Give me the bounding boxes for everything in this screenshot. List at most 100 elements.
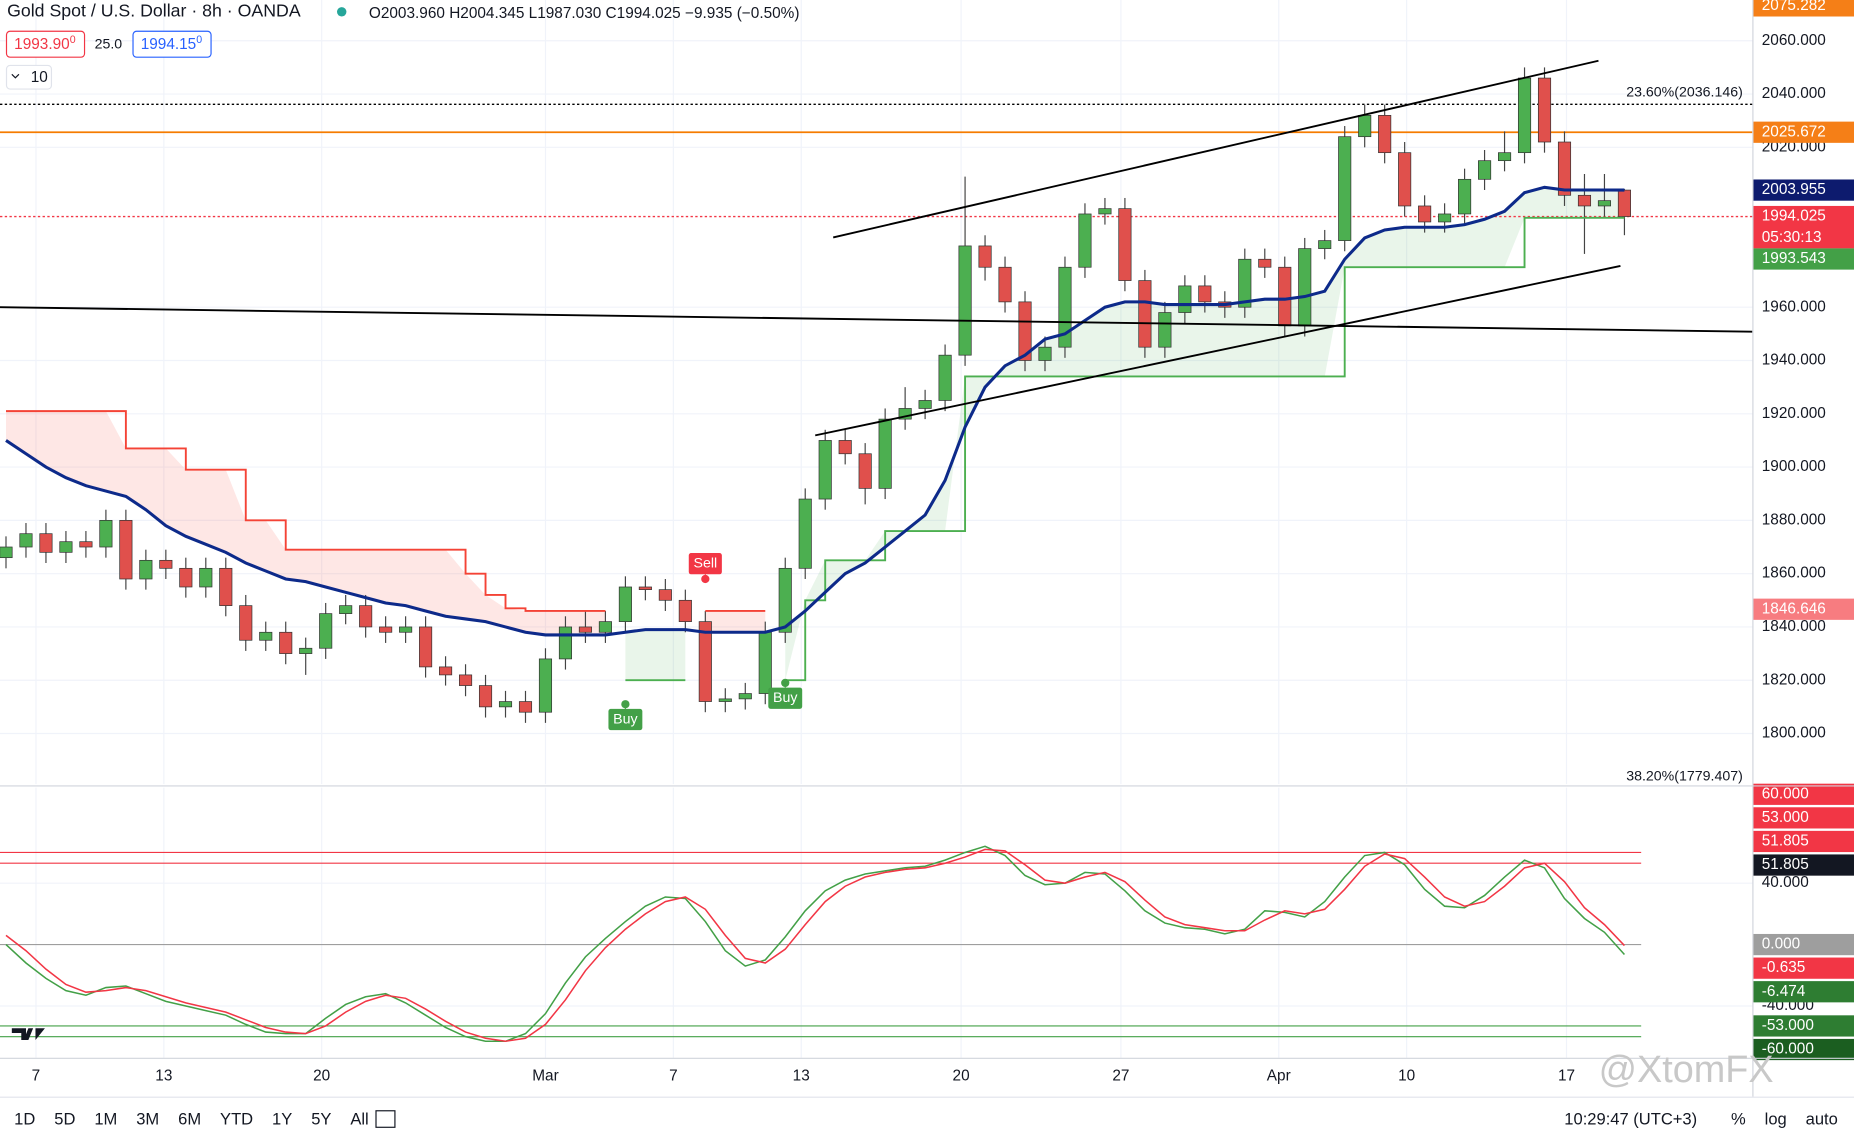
scale-option[interactable]: % (1731, 1110, 1746, 1129)
candle-body (439, 666, 453, 676)
candle-body (958, 245, 972, 356)
interval-box[interactable] (5, 64, 53, 90)
candle-body (658, 589, 672, 601)
trend-line (0, 306, 1753, 333)
candle-body (718, 698, 732, 702)
candle-body (1537, 77, 1552, 143)
candle-body (1358, 115, 1372, 138)
y-tick-label: 1920.000 (1762, 405, 1826, 422)
x-tick-label: 13 (155, 1068, 172, 1085)
candle-body (1398, 152, 1412, 207)
indicator-badge-label: 51.805 (1762, 833, 1809, 850)
signal-label: Buy (613, 711, 638, 727)
candle-body (1298, 248, 1312, 327)
range-button[interactable]: 1M (94, 1110, 117, 1129)
range-button[interactable]: All (350, 1110, 368, 1129)
oscillator-line (5, 845, 1626, 1043)
candle-body (778, 567, 792, 633)
candle-body (0, 546, 13, 559)
y-tick-label: 1820.000 (1762, 671, 1826, 688)
candle-body (239, 605, 253, 641)
trend-fill (5, 411, 606, 635)
candle-body (1418, 205, 1432, 223)
interval: 10 (31, 69, 48, 86)
indicator-badge (1753, 981, 1854, 1003)
candle-body (978, 245, 992, 268)
scale-option[interactable]: auto (1806, 1110, 1838, 1129)
fib-label: 38.20%(1779.407) (1626, 768, 1743, 784)
ask-price: 1994.15 (141, 36, 197, 53)
clock: 10:29:47 (UTC+3) (1564, 1110, 1697, 1129)
candle-body (1617, 189, 1631, 217)
candle-body (1478, 160, 1492, 180)
candle-body (498, 701, 513, 708)
candle-body (1038, 346, 1052, 361)
x-tick-label: 7 (32, 1068, 41, 1085)
candle-body (858, 453, 872, 489)
price-badge-label: 2025.672 (1762, 123, 1826, 140)
fib-label: 23.60%(2036.146) (1626, 84, 1743, 100)
candle-body (199, 567, 213, 588)
candle-body (19, 533, 33, 548)
y-tick-label: 1940.000 (1762, 352, 1826, 369)
x-tick-label: Mar (532, 1068, 558, 1085)
indicator-badge-label: -60.000 (1762, 1041, 1814, 1058)
candle-body (478, 685, 493, 708)
candle-body (738, 693, 752, 700)
x-tick-label: 13 (793, 1068, 810, 1085)
price-badge (1753, 179, 1854, 201)
indicator-badge (1753, 807, 1854, 829)
plot: 2060.0002040.0002020.0001960.0001940.000… (0, 0, 1854, 1085)
price-badge (1753, 205, 1854, 249)
candle-body (1118, 208, 1132, 281)
candle-body (159, 559, 173, 569)
candle-body (1278, 266, 1292, 327)
indicator-badge (1753, 933, 1854, 956)
candle-body (1338, 136, 1352, 241)
price-badge-label: 2003.955 (1762, 181, 1826, 198)
range-button[interactable]: 1D (14, 1110, 35, 1129)
range-button[interactable]: YTD (220, 1110, 253, 1129)
candle-body (898, 408, 912, 420)
candle-body (878, 418, 892, 489)
range-button[interactable]: 5Y (311, 1110, 331, 1129)
chevron (11, 73, 20, 79)
x-tick-label: 7 (669, 1068, 678, 1085)
range-button[interactable]: 5D (54, 1110, 75, 1129)
candle-body (618, 586, 632, 622)
spread: 25.0 (95, 37, 123, 53)
y-tick-label: 40.000 (1762, 874, 1809, 891)
y-tick-label: 1880.000 (1762, 511, 1826, 528)
range-button[interactable]: 6M (178, 1110, 201, 1129)
indicator-badge (1753, 830, 1854, 853)
candle-body (79, 541, 93, 548)
candle-body (1597, 200, 1612, 207)
candle-body (1238, 258, 1252, 308)
candle-body (339, 605, 353, 614)
range-button[interactable]: 1Y (272, 1110, 292, 1129)
indicator-badge (1753, 1015, 1854, 1037)
y-tick-label: 1840.000 (1762, 618, 1826, 635)
candle-body (1498, 152, 1512, 162)
candle-body (938, 354, 952, 401)
candle-body (678, 599, 692, 622)
range-button[interactable]: 3M (136, 1110, 159, 1129)
candle-body (1378, 115, 1392, 154)
header: Gold Spot / U.S. Dollar · 8h · OANDA O20… (5, 0, 799, 90)
ask-box[interactable] (132, 30, 212, 58)
bid-box[interactable] (5, 30, 86, 58)
price-badge-label: 1994.025 (1762, 208, 1826, 225)
indicator-badge-label: -53.000 (1762, 1017, 1814, 1034)
candle-body (1557, 141, 1572, 196)
candle-body (1018, 301, 1032, 361)
x-tick-label: 17 (1558, 1068, 1575, 1085)
candle-body (139, 559, 153, 580)
toolbar: 10:29:47 (UTC+3) 1D 5D 1M 3M 6M YTD 1Y 5Y All% lo… (14, 1110, 1838, 1129)
scale-option[interactable]: log (1765, 1110, 1787, 1129)
calendar-icon[interactable] (375, 1110, 396, 1128)
price-badge-label: 1846.646 (1762, 600, 1826, 617)
candle-body (219, 567, 233, 606)
supertrend-line (5, 410, 766, 612)
x-tick-label: 27 (1112, 1068, 1129, 1085)
